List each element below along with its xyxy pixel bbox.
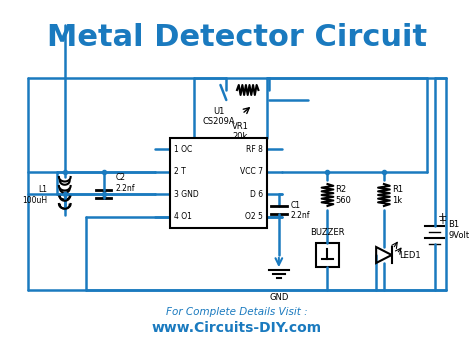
Text: GND: GND <box>269 293 289 302</box>
Text: www.Circuits-DIY.com: www.Circuits-DIY.com <box>152 321 322 335</box>
Text: C1
2.2nf: C1 2.2nf <box>291 201 310 220</box>
Bar <box>316 243 339 267</box>
Text: +: + <box>438 216 447 226</box>
Text: D 6: D 6 <box>250 190 263 199</box>
Text: RF 8: RF 8 <box>246 145 263 154</box>
Text: 2 T: 2 T <box>174 167 185 176</box>
Bar <box>170 138 267 228</box>
Text: 1 OC: 1 OC <box>174 145 192 154</box>
Text: Metal Detector Circuit: Metal Detector Circuit <box>47 24 427 52</box>
Text: 4 O1: 4 O1 <box>174 212 191 221</box>
Text: VCC 7: VCC 7 <box>240 167 263 176</box>
Text: C2
2.2nf: C2 2.2nf <box>115 173 135 193</box>
Text: B1
9Volt: B1 9Volt <box>448 220 469 240</box>
Text: VR1
20k: VR1 20k <box>231 122 248 142</box>
Text: LED1: LED1 <box>400 251 421 259</box>
Text: +: + <box>438 212 447 222</box>
Text: O2 5: O2 5 <box>246 212 263 221</box>
Text: R1
1k: R1 1k <box>392 185 403 205</box>
Text: L1
100uH: L1 100uH <box>22 185 47 205</box>
Text: For Complete Details Visit :: For Complete Details Visit : <box>166 307 308 317</box>
Text: U1
CS209A: U1 CS209A <box>202 107 235 126</box>
Text: R2
560: R2 560 <box>335 185 351 205</box>
Text: BUZZER: BUZZER <box>310 228 345 237</box>
Text: 3 GND: 3 GND <box>174 190 199 199</box>
